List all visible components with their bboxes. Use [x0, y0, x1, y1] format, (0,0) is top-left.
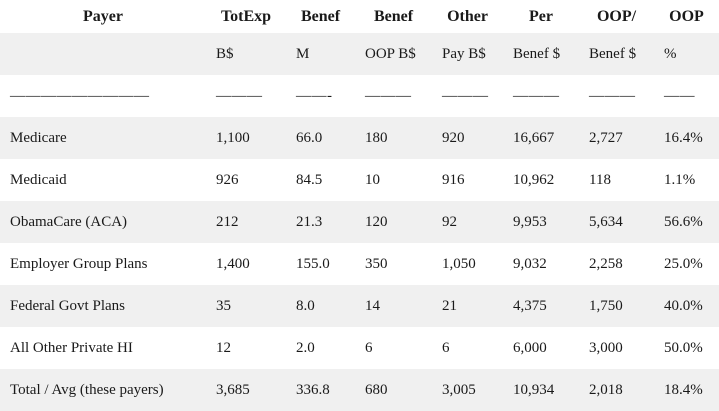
separator-cell: ——— [513, 87, 560, 104]
data-cell: 10 [365, 171, 380, 188]
data-cell: 40.0% [664, 297, 703, 314]
unit-cell: B$ [216, 45, 234, 62]
header-cell-benef-oop: Benef [373, 7, 414, 25]
data-cell: 6,000 [513, 339, 547, 356]
data-cell: 2.0 [296, 339, 315, 356]
data-cell: 2,018 [589, 381, 623, 398]
data-cell: 1,400 [216, 255, 250, 272]
data-cell: 155.0 [296, 255, 330, 272]
data-cell: 8.0 [296, 297, 315, 314]
payer-cell: Employer Group Plans [10, 255, 148, 272]
payer-cell: All Other Private HI [10, 339, 133, 356]
payer-cell: ObamaCare (ACA) [10, 213, 128, 230]
data-cell: 66.0 [296, 129, 323, 146]
unit-cell: M [296, 45, 310, 62]
table-row-medicaid: Medicaid 926 84.5 10 916 10,962 118 1.1% [0, 159, 719, 201]
data-cell: 1,750 [589, 297, 623, 314]
unit-cell: Pay B$ [442, 45, 486, 62]
data-cell: 920 [442, 129, 465, 146]
data-cell: 1.1% [664, 171, 696, 188]
unit-cell: OOP B$ [365, 45, 416, 62]
data-cell: 9,953 [513, 213, 547, 230]
data-cell: 14 [365, 297, 380, 314]
data-cell: 16.4% [664, 129, 703, 146]
data-cell: 916 [442, 171, 465, 188]
data-cell: 180 [365, 129, 388, 146]
data-cell: 21.3 [296, 213, 323, 230]
table-row-total-avg: Total / Avg (these payers) 3,685 336.8 6… [0, 369, 719, 411]
header-cell-oop-per-benef: OOP/ [596, 7, 637, 25]
data-cell: 10,934 [513, 381, 555, 398]
separator-cell: ——— [589, 87, 636, 104]
header-cell-payer: Payer [83, 7, 123, 25]
data-cell: 50.0% [664, 339, 703, 356]
payer-cell: Federal Govt Plans [10, 297, 125, 314]
table-row-medicare: Medicare 1,100 66.0 180 920 16,667 2,727… [0, 117, 719, 159]
data-cell: 336.8 [296, 381, 330, 398]
table-row-employer-group-plans: Employer Group Plans 1,400 155.0 350 1,0… [0, 243, 719, 285]
data-cell: 1,100 [216, 129, 250, 146]
header-cell-other: Other [447, 7, 488, 25]
separator-cell: ——— [365, 87, 412, 104]
unit-cell: Benef $ [513, 45, 561, 62]
data-cell: 3,000 [589, 339, 623, 356]
data-cell: 25.0% [664, 255, 703, 272]
data-cell: 212 [216, 213, 239, 230]
payer-cell: Total / Avg (these payers) [10, 381, 164, 398]
separator-cell: ————————— [10, 87, 150, 104]
table-row-federal-govt-plans: Federal Govt Plans 35 8.0 14 21 4,375 1,… [0, 285, 719, 327]
data-cell: 2,727 [589, 129, 623, 146]
data-cell: 18.4% [664, 381, 703, 398]
data-cell: 5,634 [589, 213, 623, 230]
payer-cell: Medicaid [10, 171, 67, 188]
data-cell: 16,667 [513, 129, 555, 146]
data-cell: 1,050 [442, 255, 476, 272]
table-row-all-other-private-hi: All Other Private HI 12 2.0 6 6 6,000 3,… [0, 327, 719, 369]
data-cell: 9,032 [513, 255, 547, 272]
data-cell: 12 [216, 339, 231, 356]
data-cell: 3,005 [442, 381, 476, 398]
unit-cell [0, 33, 206, 75]
data-cell: 3,685 [216, 381, 250, 398]
header-cell-per: Per [529, 7, 553, 25]
separator-cell: —— [664, 87, 695, 104]
data-cell: 926 [216, 171, 239, 188]
data-cell: 120 [365, 213, 388, 230]
data-cell: 6 [365, 339, 373, 356]
header-cell-benef: Benef [300, 7, 341, 25]
table-row-obamacare: ObamaCare (ACA) 212 21.3 120 92 9,953 5,… [0, 201, 719, 243]
data-cell: 680 [365, 381, 388, 398]
separator-row: ————————— ——— ——- ——— ——— ——— ——— —— [0, 75, 719, 117]
data-cell: 4,375 [513, 297, 547, 314]
header-cell-oop-pct: OOP [669, 7, 704, 25]
data-cell: 92 [442, 213, 457, 230]
data-cell: 350 [365, 255, 388, 272]
header-cell-totexp: TotExp [220, 7, 272, 25]
data-cell: 84.5 [296, 171, 323, 188]
data-cell: 6 [442, 339, 450, 356]
units-row: B$ M OOP B$ Pay B$ Benef $ Benef $ % [0, 33, 719, 75]
data-cell: 35 [216, 297, 231, 314]
data-cell: 56.6% [664, 213, 703, 230]
data-cell: 10,962 [513, 171, 555, 188]
data-cell: 118 [589, 171, 611, 188]
payer-cell: Medicare [10, 129, 67, 146]
separator-cell: ——— [216, 87, 263, 104]
data-cell: 21 [442, 297, 457, 314]
separator-cell: ——- [296, 87, 333, 104]
header-row: Payer TotExp Benef Benef Other Per OOP/ … [0, 0, 719, 33]
separator-cell: ——— [442, 87, 489, 104]
unit-cell: % [664, 45, 677, 62]
data-cell: 2,258 [589, 255, 623, 272]
unit-cell: Benef $ [589, 45, 637, 62]
